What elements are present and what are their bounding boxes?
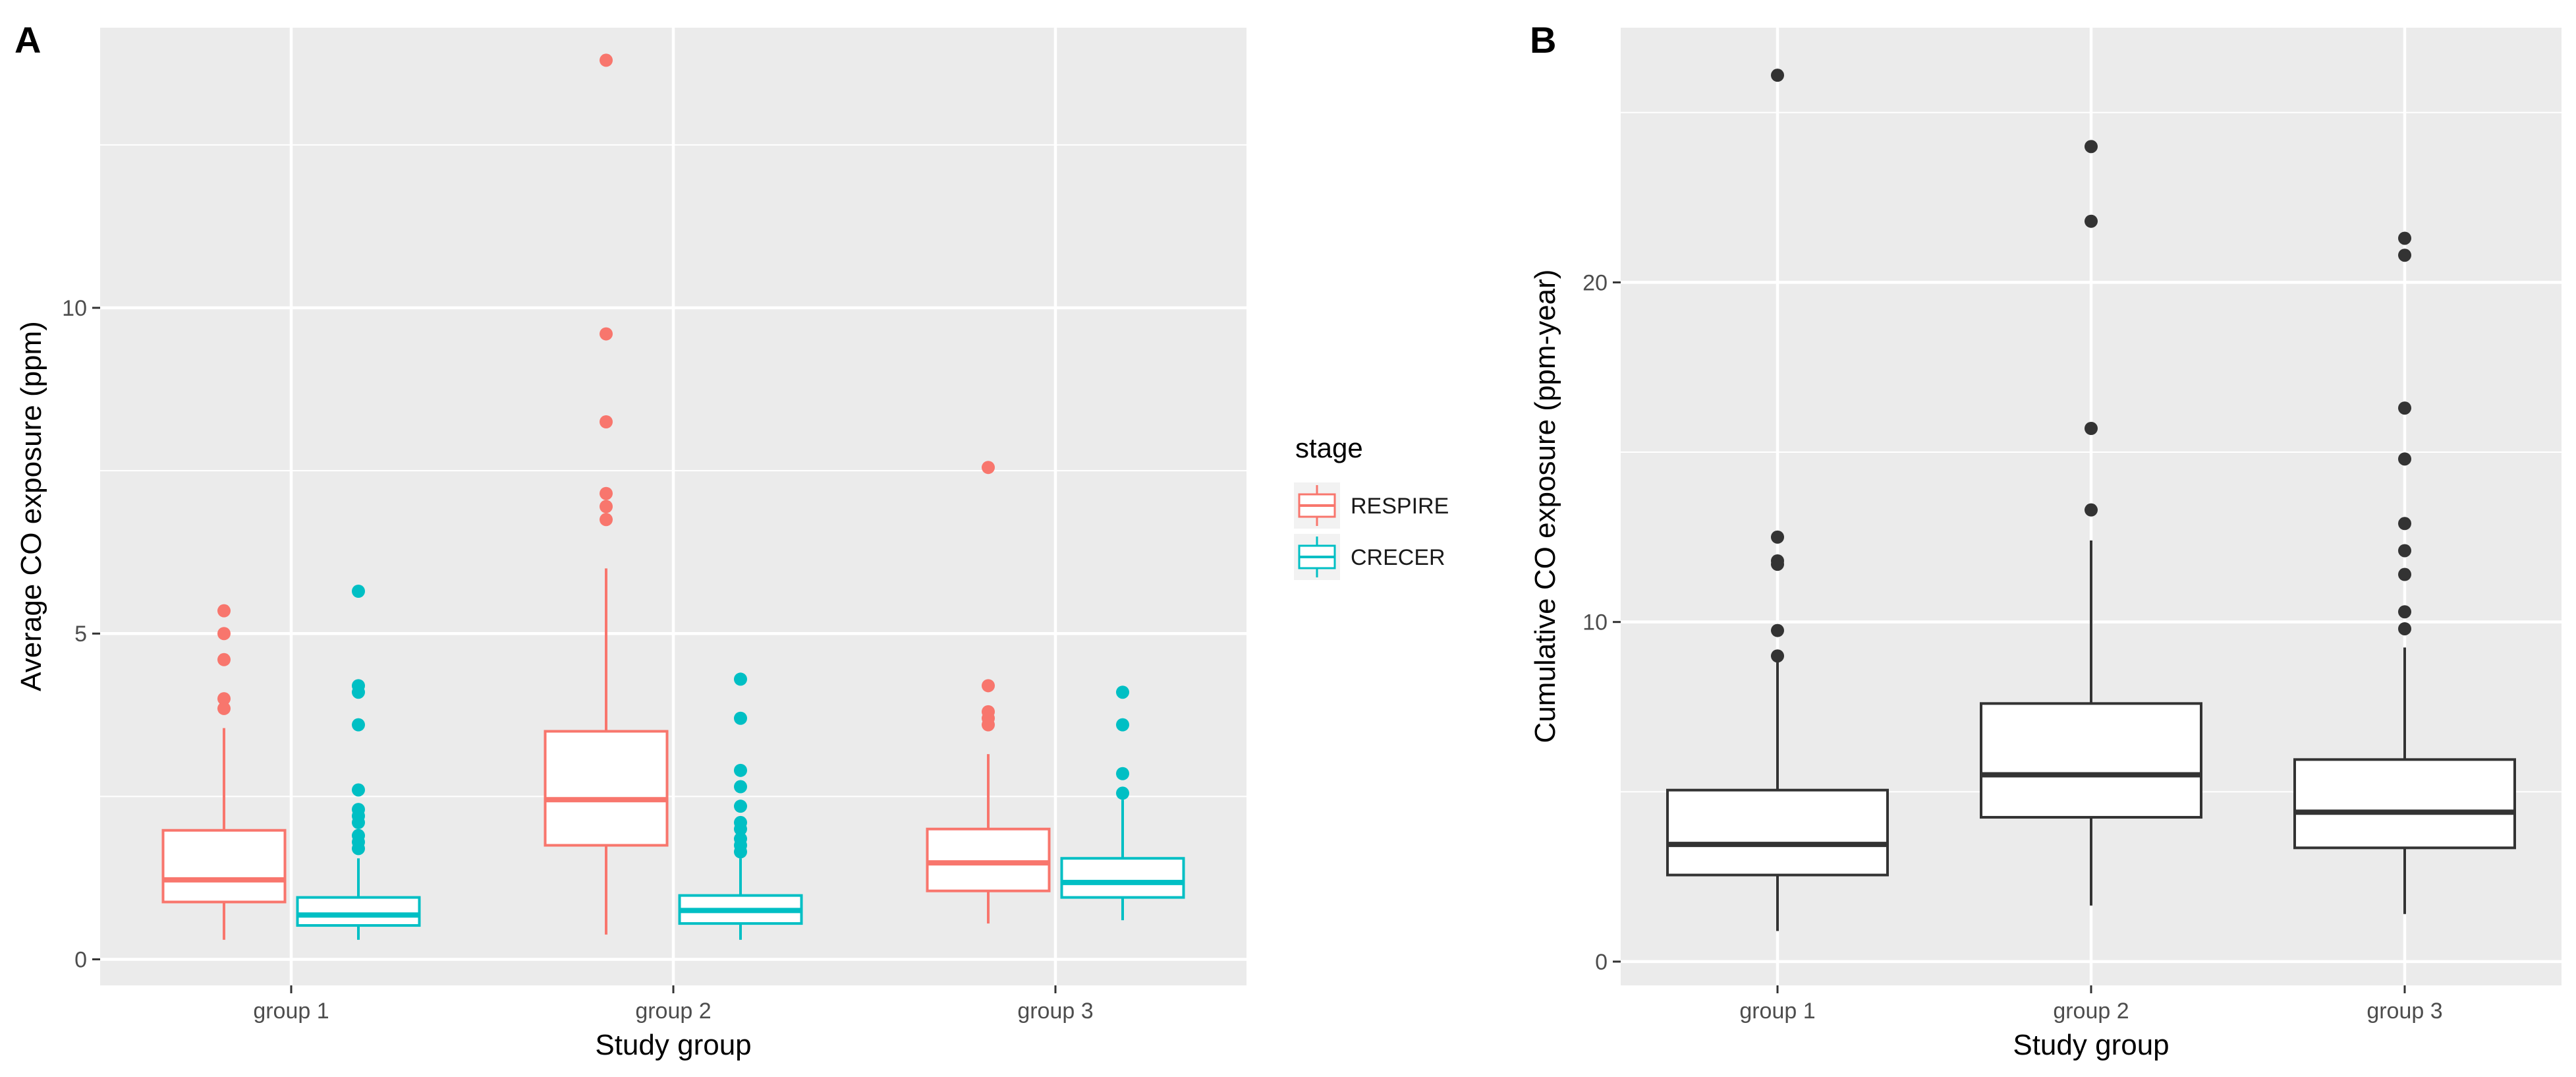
panel-a-x-axis-title: Study group	[595, 1029, 751, 1061]
outlier-point	[2398, 517, 2411, 531]
legend-entries: RESPIRE CRECER	[1294, 482, 1449, 580]
panel-a-box-respire-group-1	[161, 604, 287, 940]
box-iqr	[544, 730, 669, 847]
panel-b-x-tick-label-group-1: group 1	[1739, 999, 1815, 1024]
outlier-point	[1771, 530, 1784, 544]
outlier-point	[1771, 554, 1784, 568]
panel-b-y-tick-label: 20	[1582, 270, 1608, 295]
outlier-point	[352, 783, 365, 797]
outlier-point	[600, 415, 613, 429]
outlier-point	[352, 584, 365, 598]
panel-a-gridlines	[100, 28, 1246, 985]
panel-b-box-cumulative-co-exposure-group-3	[2293, 231, 2516, 914]
panel-b-y-tick-label: 10	[1582, 610, 1608, 635]
panel-b-x-tick-label-group-3: group 3	[2366, 999, 2442, 1024]
outlier-point	[1116, 786, 1129, 800]
outlier-point	[352, 803, 365, 817]
panel-b-x-tick-label-group-2: group 2	[2053, 999, 2129, 1024]
outlier-point	[600, 513, 613, 527]
outlier-point	[352, 718, 365, 732]
panel-b-boxes	[1666, 69, 2516, 931]
outlier-point	[2398, 622, 2411, 635]
panel-a-box-crecer-group-3	[1060, 685, 1185, 921]
panel-b-box-cumulative-co-exposure-group-1	[1666, 69, 1889, 931]
outlier-point	[734, 780, 747, 794]
outlier-point	[2398, 231, 2411, 245]
panel-b-axes: 0 10 20 group 1 group 2 group 3	[1582, 270, 2442, 1024]
outlier-point	[217, 692, 231, 706]
outlier-point	[2398, 605, 2411, 619]
box-iqr	[296, 896, 421, 927]
panel-a-box-crecer-group-2	[678, 672, 803, 940]
outlier-point	[1116, 718, 1129, 732]
outlier-point	[600, 327, 613, 341]
panel-b-y-tick-label: 0	[1595, 950, 1608, 975]
outlier-point	[217, 604, 231, 618]
outlier-point	[734, 672, 747, 686]
panel-a-box-respire-group-3	[926, 461, 1051, 924]
panel-b-x-axis-title: Study group	[2013, 1029, 2169, 1061]
box-iqr	[1060, 857, 1185, 899]
outlier-point	[352, 829, 365, 842]
outlier-point	[600, 486, 613, 500]
panel-a-x-tick-label-group-2: group 2	[635, 999, 711, 1024]
outlier-point	[982, 705, 995, 718]
legend-label-respire: RESPIRE	[1351, 494, 1449, 519]
box-iqr	[1666, 788, 1889, 877]
panel-b-box-cumulative-co-exposure-group-2	[1980, 140, 2202, 906]
outlier-point	[982, 461, 995, 475]
legend-label-crecer: CRECER	[1351, 545, 1445, 570]
panel-a-boxes	[161, 53, 1185, 940]
panel-a-box-crecer-group-1	[296, 584, 421, 940]
outlier-point	[1771, 649, 1784, 663]
panel-a-x-tick-label-group-1: group 1	[253, 999, 329, 1024]
outlier-point	[217, 653, 231, 666]
outlier-point	[600, 53, 613, 67]
outlier-point	[2085, 140, 2098, 154]
panel-a-axes: 0 5 10 group 1 group 2 group 3	[62, 296, 1093, 1024]
panel-a-y-tick-label: 5	[74, 622, 87, 647]
panel-b: B 0 10 20 group 1 group 2 group 3 Study group…	[1529, 19, 2562, 1061]
outlier-point	[1116, 685, 1129, 699]
panel-a-box-respire-group-2	[544, 53, 669, 935]
outlier-point	[352, 679, 365, 693]
panel-a-y-tick-label: 0	[74, 947, 87, 972]
box-iqr	[161, 829, 287, 904]
legend-item-respire: RESPIRE	[1294, 482, 1449, 529]
outlier-point	[1771, 624, 1784, 637]
panel-a-y-axis-title: Average CO exposure (ppm)	[15, 321, 47, 691]
outlier-point	[734, 832, 747, 846]
outlier-point	[217, 627, 231, 641]
outlier-point	[217, 701, 231, 715]
panel-b-y-axis-title: Cumulative CO exposure (ppm-year)	[1529, 270, 1561, 743]
legend: stage RESPIRE CRECER	[1294, 432, 1449, 580]
outlier-point	[2085, 214, 2098, 228]
outlier-point	[2398, 401, 2411, 415]
outlier-point	[734, 711, 747, 725]
panel-b-tag: B	[1530, 19, 1556, 61]
legend-item-crecer: CRECER	[1294, 534, 1445, 580]
outlier-point	[2398, 544, 2411, 558]
outlier-point	[1771, 69, 1784, 82]
panel-a-y-tick-label: 10	[62, 296, 87, 321]
outlier-point	[1116, 767, 1129, 780]
outlier-point	[982, 679, 995, 693]
outlier-point	[2398, 568, 2411, 581]
outlier-point	[734, 763, 747, 777]
outlier-point	[2398, 452, 2411, 466]
outlier-point	[2398, 248, 2411, 262]
panel-a-x-tick-label-group-3: group 3	[1017, 999, 1093, 1024]
box-iqr	[2293, 758, 2516, 850]
box-iqr	[926, 827, 1051, 892]
outlier-point	[2085, 421, 2098, 435]
box-iqr	[1980, 702, 2202, 819]
outlier-point	[734, 800, 747, 813]
panel-a-tag: A	[14, 19, 41, 61]
outlier-point	[2085, 503, 2098, 517]
outlier-point	[734, 815, 747, 829]
legend-title: stage	[1295, 432, 1363, 463]
outlier-point	[600, 500, 613, 513]
